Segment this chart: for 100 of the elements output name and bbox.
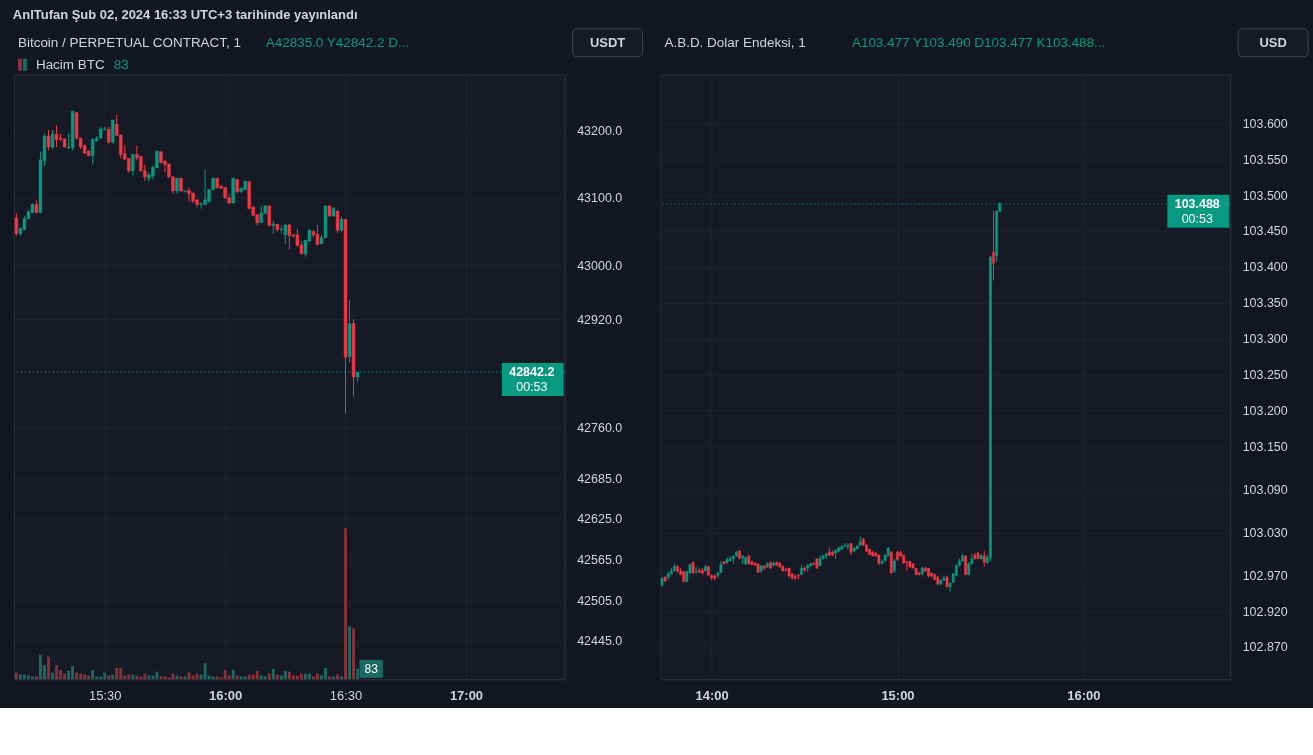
x-tick-label: 17:00 [449, 687, 484, 703]
x-tick-label: 16:00 [1067, 687, 1101, 703]
bar [163, 676, 167, 680]
bar [211, 676, 215, 680]
bar [107, 675, 111, 680]
y-tick-label: 43000.0 [577, 258, 623, 273]
x-tick-label: 15:30 [88, 687, 122, 703]
bar [307, 673, 311, 680]
y-tick-label: 102.920 [1242, 604, 1288, 619]
candlestick [199, 201, 203, 210]
bar [259, 675, 263, 680]
candlestick [992, 210, 995, 281]
x-tick-label: 15:00 [881, 687, 915, 703]
candlestick [784, 567, 788, 573]
bar [291, 675, 295, 680]
bar [111, 674, 115, 680]
bar [35, 676, 38, 680]
text: 83 [113, 56, 129, 72]
bar [143, 673, 147, 680]
y-axis-title: USDT [589, 34, 626, 50]
ref-line-label: 103.488 00:53 [1174, 196, 1220, 226]
bar [255, 670, 259, 680]
y-tick-label: 103.200 [1242, 403, 1288, 418]
x-tick-label: 14:00 [695, 687, 729, 703]
annotation: 83 [364, 661, 379, 676]
bar [115, 667, 119, 680]
bar [139, 676, 143, 680]
bar [26, 675, 30, 680]
bar [324, 667, 327, 680]
y-tick-label: 103.400 [1242, 260, 1288, 275]
candlestick [50, 129, 55, 150]
bar [247, 674, 251, 680]
bar [332, 676, 335, 680]
bar [348, 626, 351, 680]
y-tick-label: 42760.0 [577, 421, 623, 436]
bar [99, 676, 103, 680]
bar [71, 665, 75, 680]
bar [83, 674, 87, 680]
bar [352, 628, 355, 680]
y-tick-label: 102.970 [1242, 568, 1288, 583]
bar [271, 668, 275, 680]
bar [18, 674, 22, 680]
chart-subtitle: A103.477 Y103.490 D103.477 K103.488... [851, 34, 1106, 50]
y-tick-label: 42565.0 [577, 553, 623, 568]
bar [159, 676, 163, 680]
bar [75, 672, 79, 680]
bar [275, 674, 279, 680]
bar [303, 673, 307, 680]
y-tick-label: 103.250 [1242, 367, 1288, 382]
y-tick-label: 42685.0 [577, 471, 623, 486]
candlestick [54, 124, 59, 148]
bar [39, 654, 42, 680]
y-tick-label: 43100.0 [577, 191, 623, 206]
bar [59, 669, 62, 680]
bar [231, 669, 235, 680]
y-tick-label: 103.030 [1242, 525, 1288, 540]
chart-title: Bitcoin / PERPETUAL CONTRACT, 1 [17, 34, 241, 50]
candlestick [187, 187, 191, 203]
y-tick-label: 103.600 [1242, 116, 1288, 131]
candlestick [111, 119, 115, 145]
bar [103, 672, 107, 680]
bar [79, 673, 83, 680]
bar [267, 673, 271, 680]
ref-line-label: 42842.2 00:53 [509, 365, 555, 395]
bar [67, 670, 71, 680]
bar [147, 675, 151, 680]
bar [91, 669, 95, 680]
y-tick-label: 103.550 [1242, 152, 1288, 167]
bar [263, 676, 267, 680]
bar [328, 676, 331, 680]
bar [287, 671, 291, 680]
text: AnlTufan Şub 02, 2024 16:33 UTC+3 tarihinde yayınlandı [12, 6, 358, 22]
chart-subtitle: A42835.0 Y42842.2 D... [265, 34, 410, 50]
bar [135, 675, 139, 680]
bar [295, 675, 299, 680]
bar [344, 528, 347, 680]
bar [239, 676, 243, 680]
bar [14, 672, 18, 680]
y-tick-label: 42445.0 [577, 634, 623, 649]
bar [131, 674, 135, 680]
bar [51, 672, 54, 680]
bar [22, 674, 26, 680]
bar [279, 675, 283, 680]
bar [151, 675, 155, 680]
bar [283, 670, 287, 680]
bar [47, 656, 50, 680]
y-axis-title: USD [1259, 34, 1287, 50]
bar [171, 673, 175, 680]
bar [315, 673, 319, 680]
chart-title: A.B.D. Dolar Endeksi, 1 [664, 34, 806, 50]
bar [55, 665, 58, 680]
bar [127, 674, 131, 680]
y-tick-label: 103.150 [1242, 439, 1288, 454]
candlestick [203, 168, 207, 206]
y-tick-label: 43200.0 [577, 123, 623, 138]
bar [87, 675, 91, 680]
y-tick-label: 42920.0 [577, 312, 623, 327]
bar [251, 674, 255, 680]
y-tick-label: 102.870 [1242, 640, 1288, 655]
y-tick-label: 103.500 [1242, 188, 1288, 203]
